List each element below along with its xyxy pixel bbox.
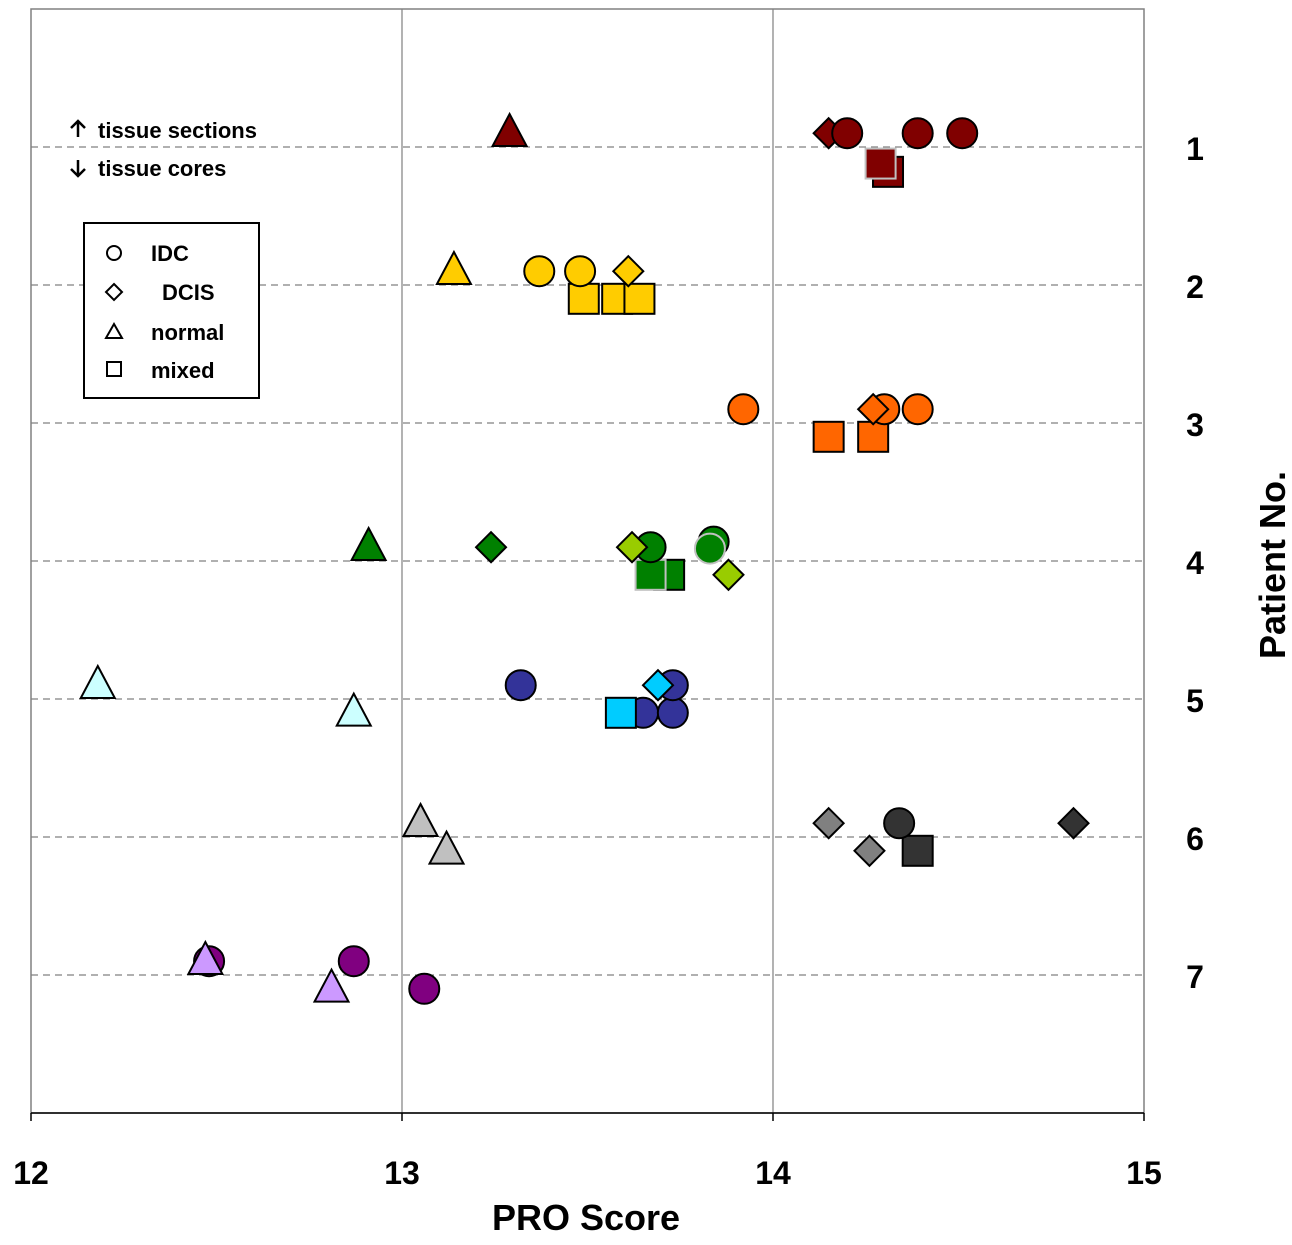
legend-label-normal: normal [151, 320, 224, 345]
y-axis-title: Patient No. [1252, 471, 1292, 659]
x-tick-label-13: 13 [384, 1155, 420, 1191]
point-p3-square-15 [857, 420, 890, 453]
point-p4-triangle-23 [349, 525, 388, 561]
point-p6-circle-42 [883, 807, 916, 840]
point-p5-triangle-33 [79, 663, 117, 699]
point-p4-diamond-24 [474, 530, 508, 564]
arrow-down-icon [70, 160, 86, 178]
point-p6-triangle-40 [401, 801, 440, 837]
point-p7-triangle-45 [312, 967, 351, 1003]
legend: IDC DCIS normal mixed [83, 222, 260, 399]
point-p3-diamond-18 [856, 392, 890, 426]
patient-label-4: 4 [1186, 545, 1204, 581]
point-p5-circle-34 [504, 669, 537, 702]
x-axis [30, 1112, 1145, 1121]
point-p6-triangle-37 [427, 829, 466, 865]
legend-square-icon [106, 361, 122, 377]
legend-triangle-icon [104, 321, 124, 339]
point-p4-diamond-22 [712, 558, 745, 592]
point-p1-circle-4 [831, 117, 864, 150]
legend-label-dcis: DCIS [162, 280, 215, 305]
point-p2-triangle-10 [435, 249, 473, 285]
point-p4-square-21 [634, 558, 667, 591]
point-p1-triangle-2 [490, 111, 529, 147]
point-p4-diamond-26 [615, 530, 649, 564]
tissue-sections-note: tissue sections [98, 118, 257, 143]
point-p6-square-39 [901, 834, 934, 867]
point-p3-circle-16 [727, 393, 760, 426]
arrow-up-icon [70, 119, 86, 137]
patient-label-7: 7 [1186, 959, 1204, 995]
patient-label-2: 2 [1186, 269, 1204, 305]
patient-label-5: 5 [1186, 683, 1204, 719]
legend-circle-icon [106, 245, 122, 261]
point-p2-diamond-13 [611, 254, 645, 288]
point-p7-circle-44 [408, 972, 441, 1005]
point-p5-square-32 [604, 696, 637, 729]
x-tick-label-15: 15 [1126, 1155, 1162, 1191]
point-p2-square-9 [623, 282, 656, 315]
x-tick-label-14: 14 [755, 1155, 791, 1191]
legend-label-mixed: mixed [151, 358, 215, 383]
point-p1-circle-6 [946, 117, 979, 150]
point-p5-circle-31 [656, 696, 689, 729]
point-p2-circle-11 [523, 255, 556, 288]
point-p5-triangle-29 [335, 691, 373, 727]
data-points [79, 111, 1090, 1005]
point-p7-circle-48 [337, 945, 370, 978]
point-p3-square-14 [812, 420, 845, 453]
x-axis-title: PRO Score [492, 1197, 680, 1238]
patient-label-3: 3 [1186, 407, 1204, 443]
patient-label-6: 6 [1186, 821, 1204, 857]
point-p1-circle-5 [901, 117, 934, 150]
tissue-cores-note: tissue cores [98, 156, 226, 181]
point-p2-square-7 [567, 282, 600, 315]
point-p3-circle-19 [901, 393, 934, 426]
point-p6-diamond-41 [812, 806, 846, 840]
point-p4-circle-28 [693, 532, 726, 565]
legend-diamond-icon [104, 282, 124, 302]
sections-cores-annotation: tissue sections tissue cores [70, 118, 257, 181]
point-p6-diamond-43 [1057, 806, 1090, 840]
x-tick-label-12: 12 [13, 1155, 49, 1191]
point-p5-diamond-36 [641, 668, 675, 702]
legend-label-idc: IDC [151, 241, 189, 266]
point-p6-diamond-38 [853, 834, 886, 868]
patient-label-1: 1 [1186, 131, 1204, 167]
point-p7-triangle-47 [186, 939, 225, 975]
point-p1-square-1 [864, 147, 897, 180]
point-p2-circle-12 [564, 255, 597, 288]
